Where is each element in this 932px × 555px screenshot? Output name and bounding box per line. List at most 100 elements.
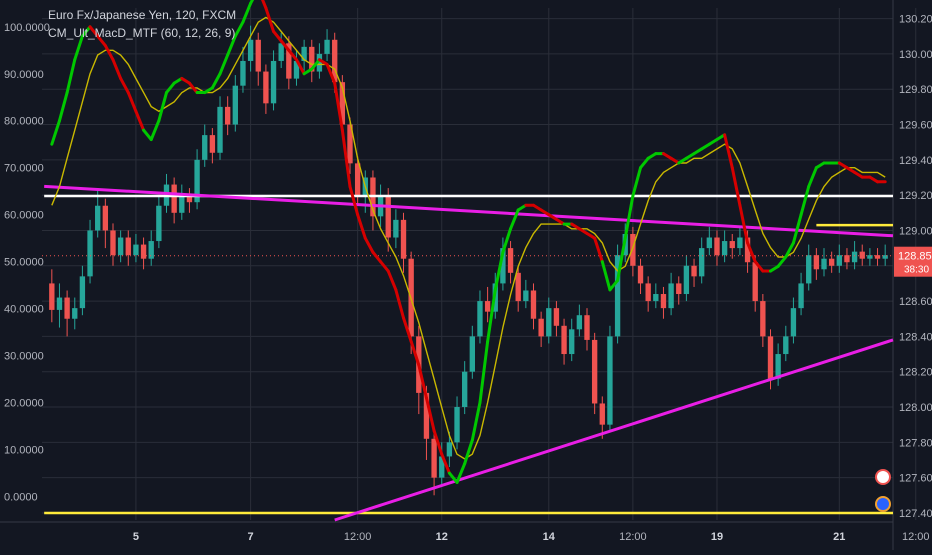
candle-body xyxy=(599,403,605,425)
candle-body xyxy=(821,258,827,270)
macd-line-segment xyxy=(126,91,138,113)
candle-body xyxy=(653,294,659,302)
left-axis-tick-label: 80.0000 xyxy=(4,116,44,128)
candle-body xyxy=(775,354,781,379)
candle-body xyxy=(117,237,124,256)
macd-line-segment xyxy=(165,81,176,95)
candle-body xyxy=(385,195,391,238)
macd-line-segment xyxy=(348,184,360,217)
macd-line-segment xyxy=(149,119,161,142)
macd-line-segment xyxy=(486,288,497,344)
macd-line-segment xyxy=(639,156,650,170)
symbol-title: Euro Fx/Japanese Yen, 120, FXCM xyxy=(48,8,237,22)
macd-line-segment xyxy=(738,203,750,245)
macd-line-segment xyxy=(470,401,482,442)
candle-body xyxy=(737,237,743,249)
candle-body xyxy=(546,308,552,337)
macd-line-segment xyxy=(187,81,199,95)
candle-body xyxy=(110,230,116,256)
right-axis-tick-label: 128.000 xyxy=(899,402,932,414)
candle-body xyxy=(668,283,674,309)
macd-line-segment xyxy=(356,213,367,240)
event-marker-icon xyxy=(875,496,891,512)
left-axis-tick-label: 20.0000 xyxy=(4,398,44,410)
macd-line-segment xyxy=(509,208,520,231)
candle-body xyxy=(56,297,63,310)
x-axis-tick-label: 12:00 xyxy=(902,531,930,543)
macd-line-segment xyxy=(402,316,413,344)
candle-body xyxy=(523,290,529,302)
candle-body xyxy=(591,339,598,404)
macd-line-segment xyxy=(142,128,153,142)
macd-line-segment xyxy=(616,236,627,282)
right-axis-tick-label: 128.600 xyxy=(899,296,932,308)
candle-body xyxy=(293,60,300,79)
candle-body xyxy=(630,233,636,266)
candle-body xyxy=(431,438,437,478)
candle-body xyxy=(102,205,109,231)
macd-line-segment xyxy=(310,58,321,71)
candle-body xyxy=(813,255,820,270)
left-axis-tick-label: 60.0000 xyxy=(4,210,44,222)
macd-line-segment xyxy=(608,278,620,292)
macd-line-segment xyxy=(501,227,513,254)
candle-body xyxy=(224,106,231,125)
candle-body xyxy=(270,60,277,104)
candle-body xyxy=(125,237,131,256)
candle-body xyxy=(263,71,269,104)
trendline xyxy=(44,184,894,238)
right-axis-tick-label: 128.200 xyxy=(899,367,932,379)
candle-body xyxy=(867,255,873,259)
candle-body xyxy=(179,195,185,213)
candle-body xyxy=(354,163,361,196)
candle-body xyxy=(393,219,399,238)
macd-line-segment xyxy=(134,109,146,132)
candle-body xyxy=(515,272,521,302)
candle-body xyxy=(882,255,888,259)
macd-line-segment xyxy=(233,20,245,38)
candle-body xyxy=(194,159,200,203)
candle-body xyxy=(148,241,154,259)
candle-body xyxy=(64,297,70,319)
candle-body xyxy=(576,315,583,330)
left-axis-tick-label: 30.0000 xyxy=(4,351,44,363)
candle-body xyxy=(683,265,690,295)
candle-body xyxy=(783,336,789,355)
macd-line-segment xyxy=(65,58,77,95)
macd-line-segment xyxy=(264,6,276,33)
candle-body xyxy=(844,255,850,263)
candle-body xyxy=(790,308,797,337)
left-axis-tick-label: 70.0000 xyxy=(4,163,44,175)
macd-line-segment xyxy=(807,166,818,188)
macd-line-segment xyxy=(723,133,734,170)
candle-body xyxy=(484,301,491,312)
event-marker-icon xyxy=(875,469,891,485)
candle-body xyxy=(676,283,682,295)
candle-body xyxy=(72,308,78,319)
candle-body xyxy=(202,135,208,160)
candle-body xyxy=(584,315,590,340)
candle-body xyxy=(209,135,216,153)
candle-body xyxy=(561,325,567,355)
macd-line-segment xyxy=(96,34,107,48)
candle-body xyxy=(217,106,223,153)
candle-body xyxy=(316,53,323,72)
macd-line-segment xyxy=(241,1,253,24)
macd-line-segment xyxy=(157,91,169,123)
macd-line-segment xyxy=(432,429,444,456)
candle-body xyxy=(477,301,483,337)
candle-body xyxy=(49,283,55,310)
right-axis-tick-label: 127.400 xyxy=(899,508,932,520)
candle-body xyxy=(729,241,735,249)
candle-body xyxy=(507,248,514,273)
macd-line-segment xyxy=(424,396,436,433)
macd-line-segment xyxy=(417,363,428,400)
candle-body xyxy=(324,39,330,54)
macd-line-segment xyxy=(386,269,398,292)
candle-body xyxy=(95,205,101,231)
left-axis-tick-label: 40.0000 xyxy=(4,304,44,316)
candle-body xyxy=(309,46,315,72)
